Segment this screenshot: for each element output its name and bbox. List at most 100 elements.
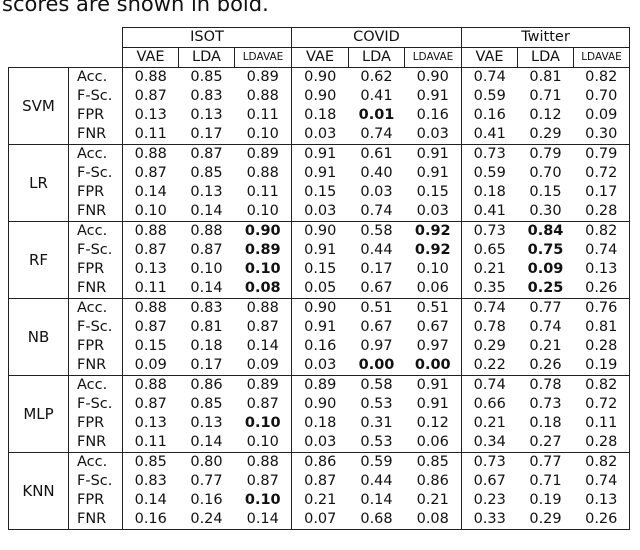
score-cell: 0.89: [244, 242, 281, 258]
score-cell: 0.88: [234, 298, 292, 318]
column-header: LDA: [348, 47, 405, 68]
classifier-name: NB: [8, 298, 69, 376]
classifier-name: LR: [8, 144, 69, 222]
score-cell: 0.82: [573, 375, 630, 395]
score-cell: 0.03: [291, 356, 349, 376]
score-cell: 0.87: [178, 144, 235, 164]
score-cell: 0.81: [190, 319, 223, 335]
table-row: FNR 0.11 0.17 0.10 0.03 0.74 0.03 0.41 0.29 0.30: [9, 125, 630, 145]
score-cell: 0.83: [122, 472, 179, 491]
score-cell: 0.70: [573, 87, 630, 106]
score-cell: 0.10: [234, 202, 292, 222]
score-cell: 0.88: [246, 88, 279, 104]
score-cell: 0.11: [246, 107, 279, 123]
classifier-name: KNN: [8, 452, 69, 530]
table-row: FPR 0.13 0.10 0.10 0.15 0.17 0.10 0.21 0.09 0.13: [9, 260, 630, 279]
score-cell: 0.13: [190, 107, 223, 123]
score-cell: 0.92: [404, 221, 462, 241]
score-cell: 0.17: [178, 356, 235, 376]
score-cell: 0.78: [517, 375, 574, 395]
score-cell: 0.13: [190, 184, 223, 200]
score-cell: 0.74: [461, 298, 518, 318]
score-cell: 0.68: [348, 510, 405, 530]
score-cell: 0.14: [234, 510, 292, 530]
score-cell: 0.08: [234, 279, 292, 299]
table-row: KNN Acc. 0.85 0.80 0.88 0.86 0.59 0.85 0.73 0.77 0…: [8, 452, 630, 530]
score-cell: 0.97: [416, 338, 449, 354]
score-cell: 0.82: [573, 452, 630, 472]
metric-label: Acc.: [68, 67, 123, 87]
score-cell: 0.13: [573, 260, 630, 279]
score-cell: 0.34: [461, 433, 518, 453]
score-cell: 0.91: [404, 144, 462, 164]
score-cell: 0.13: [573, 491, 630, 510]
score-cell: 0.21: [461, 414, 518, 433]
score-cell: 0.10: [244, 492, 281, 508]
score-cell: 0.90: [404, 67, 462, 87]
score-cell: 0.26: [517, 356, 574, 376]
score-cell: 0.76: [573, 298, 630, 318]
score-cell: 0.87: [246, 319, 279, 335]
score-cell: 0.91: [416, 88, 449, 104]
score-cell: 0.59: [461, 87, 518, 106]
score-cell: 0.91: [291, 164, 349, 183]
table-row: FNR 0.10 0.14 0.10 0.03 0.74 0.03 0.41 0.30 0.28: [9, 202, 630, 222]
score-cell: 0.28: [573, 337, 630, 356]
score-cell: 0.11: [122, 279, 179, 299]
table-row: F-Sc. 0.87 0.83 0.88 0.90 0.41 0.91 0.59 0.71 0.7…: [9, 87, 630, 106]
score-cell: 0.11: [122, 125, 179, 145]
score-cell: 0.15: [529, 184, 562, 200]
score-cell: 0.09: [527, 261, 564, 277]
score-cell: 0.03: [404, 202, 462, 222]
score-cell: 0.71: [529, 88, 562, 104]
metric-label: F-Sc.: [68, 395, 123, 414]
metric-label: FPR: [68, 106, 123, 125]
table-row: FPR 0.14 0.16 0.10 0.21 0.14 0.21 0.23 0.19 0.13: [9, 491, 630, 510]
metric-label: Acc.: [68, 298, 123, 318]
metric-label: Acc.: [68, 452, 123, 472]
score-cell: 0.44: [360, 473, 393, 489]
score-cell: 0.06: [404, 279, 462, 299]
score-cell: 0.24: [178, 510, 235, 530]
score-cell: 0.41: [461, 202, 518, 222]
empty-cell: [9, 28, 123, 48]
score-cell: 0.74: [348, 125, 405, 145]
score-cell: 0.90: [234, 221, 292, 241]
column-header: LDAVAE: [234, 47, 292, 68]
score-cell: 0.15: [291, 260, 349, 279]
score-cell: 0.14: [122, 491, 179, 510]
table-row: RF Acc. 0.88 0.88 0.90 0.90 0.58 0.92 0.73 0.84 0.…: [8, 221, 630, 299]
score-cell: 0.71: [529, 473, 562, 489]
score-cell: 0.15: [416, 184, 449, 200]
score-cell: 0.10: [244, 415, 281, 431]
metric-label: F-Sc.: [68, 318, 123, 337]
classifier-name: RF: [8, 221, 69, 299]
score-cell: 0.22: [461, 356, 518, 376]
score-cell: 0.10: [234, 433, 292, 453]
column-header: VAE: [461, 47, 518, 68]
metric-label: FNR: [68, 125, 123, 145]
metric-label: FPR: [68, 491, 123, 510]
score-cell: 0.61: [348, 144, 405, 164]
score-cell: 0.74: [573, 241, 630, 260]
score-cell: 0.28: [573, 433, 630, 453]
score-cell: 0.72: [573, 395, 630, 414]
column-header: LDA: [517, 47, 574, 68]
score-cell: 0.90: [291, 298, 349, 318]
score-cell: 0.89: [234, 375, 292, 395]
score-cell: 0.86: [178, 375, 235, 395]
score-cell: 0.14: [360, 492, 393, 508]
metric-label: FNR: [68, 433, 123, 453]
score-cell: 0.67: [416, 319, 449, 335]
score-cell: 0.11: [246, 184, 279, 200]
table-row: FNR 0.11 0.14 0.08 0.05 0.67 0.06 0.35 0.25 0.26: [9, 279, 630, 299]
metric-label: FPR: [68, 414, 123, 433]
score-cell: 0.89: [291, 375, 349, 395]
table-row: NB Acc. 0.88 0.83 0.88 0.90 0.51 0.51 0.74 0.77 0.…: [8, 298, 630, 376]
score-cell: 0.91: [291, 144, 349, 164]
score-cell: 0.74: [348, 202, 405, 222]
score-cell: 0.10: [190, 261, 223, 277]
table-row: FPR 0.13 0.13 0.11 0.18 0.01 0.16 0.16 0.12 0.09: [9, 106, 630, 125]
score-cell: 0.26: [573, 279, 630, 299]
score-cell: 0.10: [244, 261, 281, 277]
